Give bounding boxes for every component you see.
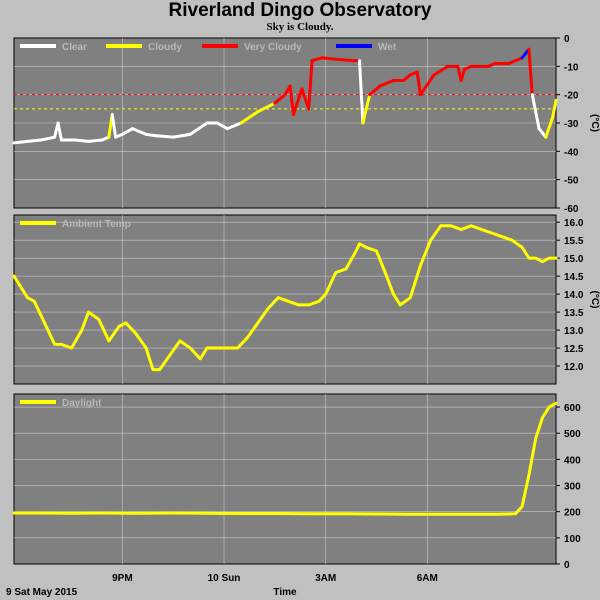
y-tick-label: 600 [564, 403, 581, 414]
data-segment [215, 121, 229, 131]
y-tick-label: -60 [564, 204, 579, 215]
data-segment [188, 121, 209, 136]
x-tick-label: 10 Sun [208, 573, 241, 584]
data-segment [334, 57, 355, 63]
y-tick-label: -20 [564, 91, 579, 102]
legend-label: Ambient Temp [62, 219, 131, 230]
y-tick-label: 15.0 [564, 254, 584, 265]
data-segment [459, 67, 467, 82]
data-segment [12, 139, 30, 145]
y-tick-label: 400 [564, 455, 581, 466]
data-segment [171, 132, 192, 139]
data-segment [419, 73, 436, 97]
y-tick-label: 200 [564, 508, 581, 519]
y-tick-label: 13.0 [564, 326, 584, 337]
data-segment [120, 127, 135, 136]
data-segment [73, 138, 91, 143]
data-segment [551, 98, 558, 119]
data-segment [39, 135, 57, 142]
y-tick-label: 0 [564, 34, 570, 45]
legend-label: Cloudy [148, 42, 182, 53]
data-segment [368, 84, 382, 97]
data-segment [110, 113, 118, 139]
y-tick-label: 15.5 [564, 236, 584, 247]
x-tick-label: 9PM [112, 573, 133, 584]
data-segment [537, 127, 548, 139]
y-tick-label: 12.5 [564, 344, 584, 355]
y-axis-label: (°C) [589, 291, 600, 309]
chart-panel-ambient: 16.0 15.5 15.0 14.5 14.0 13.5 13.0 12.5 12.0 (°C)… [12, 214, 600, 385]
x-tick-label: 3AM [315, 573, 336, 584]
data-segment [530, 93, 541, 131]
series-line [12, 401, 558, 516]
data-segment [310, 56, 324, 63]
y-tick-label: 100 [564, 534, 581, 545]
y-tick-label: 12.0 [564, 362, 584, 373]
data-segment [432, 64, 450, 77]
data-segment [307, 59, 314, 111]
y-axis-label: (°C) [589, 114, 600, 132]
y-tick-label: 13.5 [564, 308, 584, 319]
data-segment [225, 121, 243, 131]
x-tick-label: 6AM [417, 573, 438, 584]
data-segment [507, 56, 524, 65]
y-tick-label: 0 [564, 560, 570, 571]
data-segment [415, 70, 422, 97]
sky-status: Sky is Cloudy. [266, 21, 334, 33]
data-segment [144, 132, 158, 138]
legend-label: Clear [62, 42, 87, 53]
data-segment [131, 127, 148, 136]
data-segment [87, 138, 104, 143]
y-tick-label: 500 [564, 429, 581, 440]
data-segment [291, 87, 304, 116]
legend-label: Wet [378, 42, 397, 53]
y-tick-label: -10 [564, 62, 579, 73]
data-segment [154, 134, 175, 139]
y-tick-label: 14.5 [564, 272, 584, 283]
y-tick-label: 300 [564, 482, 581, 493]
legend-label: Daylight [62, 398, 102, 409]
data-segment [56, 121, 63, 142]
data-segment [378, 79, 395, 88]
y-tick-label: 16.0 [564, 218, 584, 229]
data-segment [358, 59, 365, 125]
data-segment [527, 47, 534, 97]
data-segment [239, 110, 260, 125]
data-segment [256, 101, 277, 114]
data-segment [320, 56, 338, 61]
plot-area [13, 393, 557, 565]
data-segment [361, 93, 372, 125]
y-tick-label: -30 [564, 119, 579, 130]
y-tick-label: -50 [564, 176, 579, 187]
data-segment [26, 138, 43, 143]
chart-panel-daylight: 600 500 400 300 200 100 0 9PM 10 Sun 3AM 6AM Daylig… [12, 393, 581, 584]
legend-label: Very Cloudy [244, 42, 302, 53]
y-tick-label: -40 [564, 147, 579, 158]
y-tick-label: 14.0 [564, 290, 584, 301]
series-line [12, 224, 558, 372]
data-segment [544, 115, 555, 139]
chart-panel-sky: 0 -10 -20 -30 -40 -50 -60 (°C) Clear Cloudy Very C… [12, 34, 600, 215]
data-segment [288, 84, 295, 116]
data-segment [273, 93, 287, 105]
page-title: Riverland Dingo Observatory [168, 0, 432, 21]
